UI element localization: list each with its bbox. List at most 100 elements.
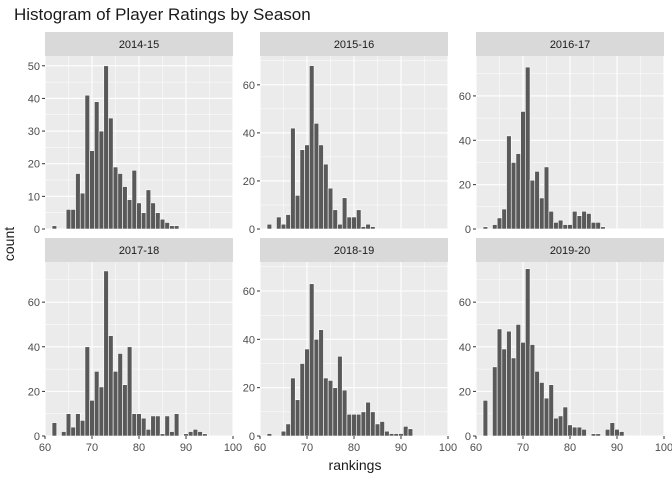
y-tick-label: 20: [243, 383, 255, 395]
histogram-bar: [299, 363, 305, 437]
histogram-bar: [360, 411, 367, 437]
histogram-bar: [562, 224, 568, 230]
x-tick-label: 60: [39, 442, 51, 454]
histogram-bar: [323, 163, 329, 230]
histogram-bar: [136, 413, 142, 437]
histogram-bar: [586, 213, 592, 230]
histogram-bar: [548, 210, 554, 230]
histogram-bar: [70, 209, 76, 230]
histogram-bar: [384, 430, 390, 437]
y-tick-label: 40: [459, 135, 471, 147]
histogram-bar: [365, 401, 371, 437]
histogram-bar: [529, 344, 536, 437]
histogram-bar: [356, 209, 362, 230]
facet-strip: [260, 238, 448, 262]
histogram-bar: [539, 382, 545, 437]
facet-panel-2016-17: 2016-17 0 20 40 60: [459, 32, 665, 236]
histogram-bar: [61, 431, 67, 437]
histogram-bar: [150, 415, 156, 437]
y-tick-label: 20: [459, 180, 471, 192]
histogram-bar: [155, 415, 161, 437]
histogram-bar: [501, 348, 507, 437]
histogram-bar: [294, 399, 301, 437]
x-tick-label: 70: [301, 442, 313, 454]
histogram-bar: [567, 424, 573, 437]
y-tick-label: 0: [249, 224, 255, 236]
histogram-bar: [94, 371, 100, 437]
histogram-bar: [341, 389, 348, 437]
histogram-bar: [318, 144, 324, 230]
histogram-bar: [370, 411, 376, 437]
histogram-bar: [492, 224, 498, 230]
facet-strip: [476, 238, 664, 262]
histogram-bar: [112, 166, 119, 230]
x-tick-label: 100: [655, 442, 672, 454]
y-tick-label: 40: [459, 342, 471, 354]
histogram-bar: [290, 127, 296, 230]
facet-strip: [45, 32, 233, 56]
x-tick-label: 60: [254, 442, 266, 454]
histogram-bar: [318, 329, 324, 437]
histogram-bar: [280, 430, 287, 437]
x-tick-label: 70: [517, 442, 529, 454]
facet-panels: 2014-15 0 10 20 30 40 50 2015-16 0 20 40 60 2016-17 0…: [28, 32, 672, 454]
histogram-bar: [496, 328, 503, 437]
histogram-bar: [534, 171, 540, 230]
y-tick-label: 20: [243, 176, 255, 188]
histogram-bar: [304, 144, 310, 230]
histogram-bar: [609, 422, 615, 437]
histogram-bar: [374, 423, 381, 437]
histogram-bar: [202, 433, 208, 437]
y-tick-label: 0: [465, 431, 471, 443]
histogram-bar: [567, 224, 573, 230]
histogram-bar: [183, 433, 189, 437]
histogram-bar: [572, 426, 578, 437]
histogram-bar: [346, 413, 352, 437]
histogram-bar: [155, 212, 161, 230]
histogram-bar: [122, 384, 128, 437]
y-tick-label: 0: [249, 431, 255, 443]
x-tick-label: 90: [395, 442, 407, 454]
histogram-bar: [553, 222, 559, 230]
histogram-bar: [496, 217, 503, 230]
facet-panel-2019-20: 2019-20 0 20 40 60 60 70 80 90 100: [459, 238, 672, 454]
histogram-bar: [604, 429, 611, 437]
histogram-bar: [506, 135, 512, 230]
histogram-bar: [141, 212, 147, 230]
histogram-bar: [576, 215, 583, 230]
histogram-bar: [619, 431, 625, 437]
y-tick-label: 20: [28, 159, 40, 171]
histogram-bar: [510, 357, 517, 437]
histogram-bar: [323, 377, 329, 437]
histogram-bar: [84, 94, 90, 230]
histogram-bar: [126, 346, 133, 437]
histogram-bar: [482, 226, 489, 230]
histogram-bar: [492, 366, 498, 437]
histogram-bar: [548, 384, 554, 437]
histogram-bar: [590, 222, 597, 230]
y-tick-label: 60: [28, 297, 40, 309]
histogram-bar: [520, 111, 526, 230]
histogram-bar: [164, 415, 170, 437]
y-tick-label: 30: [28, 126, 40, 138]
histogram-bar: [576, 426, 583, 437]
histogram-bar: [600, 226, 606, 230]
y-tick-label: 0: [34, 224, 40, 236]
histogram-bar: [65, 413, 72, 437]
histogram-bar: [327, 187, 334, 230]
histogram-bar: [141, 417, 147, 437]
histogram-bar: [553, 417, 559, 437]
histogram-bar: [327, 380, 334, 437]
histogram-bar: [145, 429, 152, 437]
histogram-bar: [482, 400, 489, 437]
x-tick-label: 80: [133, 442, 145, 454]
histogram-bar: [98, 130, 105, 230]
histogram-bar: [197, 431, 203, 437]
histogram-bar: [332, 209, 338, 230]
facet-panel-2015-16: 2015-16 0 20 40 60: [243, 32, 449, 236]
histogram-bar: [103, 65, 109, 230]
histogram-bar: [337, 223, 343, 230]
histogram-bar: [145, 189, 152, 230]
histogram-bar: [360, 226, 367, 230]
